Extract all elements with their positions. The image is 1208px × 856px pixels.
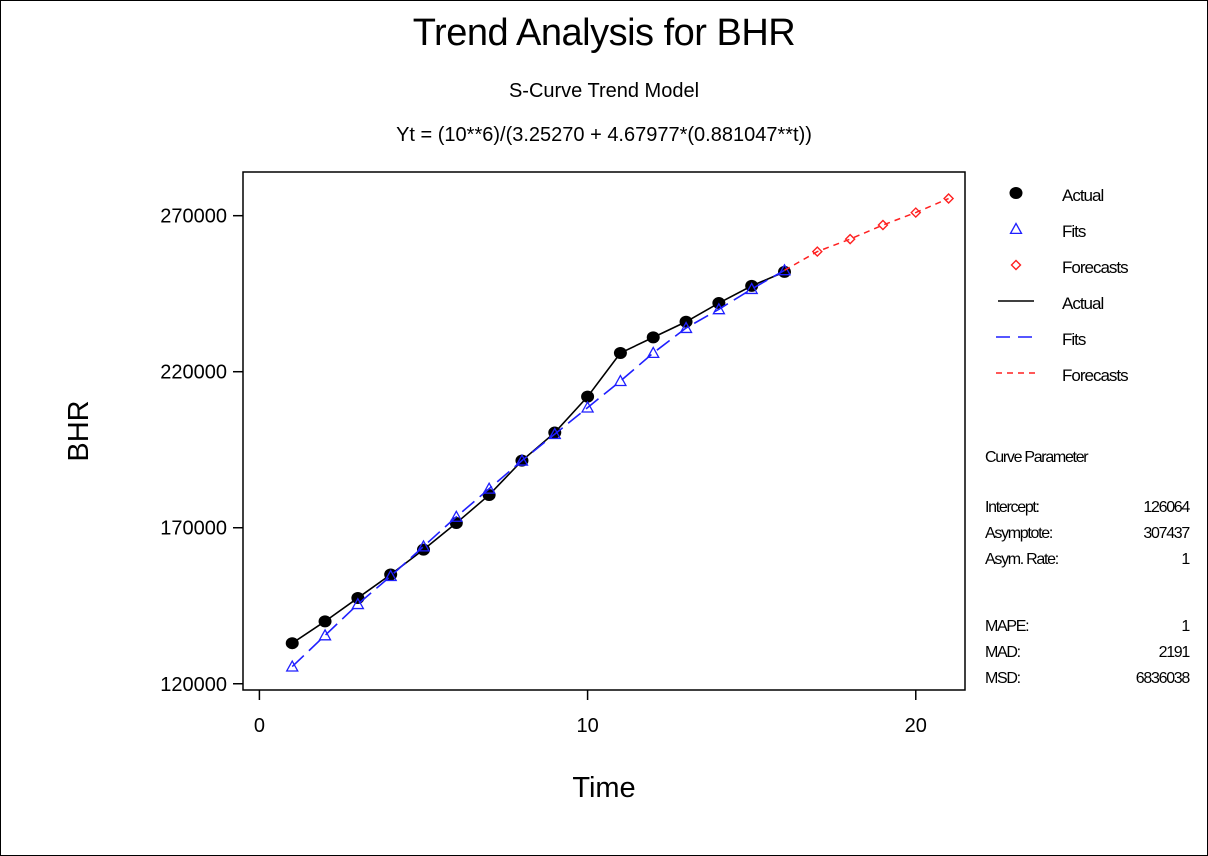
y-tick-label: 220000 <box>160 362 227 384</box>
fit-point <box>449 509 463 522</box>
forecast-point <box>844 233 856 245</box>
y-tick-label: 120000 <box>160 674 227 696</box>
legend-triangle-marker <box>1009 222 1023 235</box>
stat-value: 307437 <box>1143 525 1190 542</box>
stat-label: MSD: <box>985 670 1020 687</box>
fit-point <box>580 400 595 413</box>
actual-line <box>291 271 785 644</box>
stat-value: 1 <box>1181 551 1190 568</box>
y-tick-label: 270000 <box>160 206 227 228</box>
stat-value: 1 <box>1181 618 1190 635</box>
fit-point <box>646 346 660 359</box>
stat-label: Intercept: <box>985 499 1039 516</box>
fit-point <box>482 481 496 494</box>
fit-point <box>416 539 431 552</box>
stat-label: MAPE: <box>985 618 1028 635</box>
x-tick-label: 20 <box>905 715 927 737</box>
y-axis-label: BHR <box>63 400 95 461</box>
fit-point <box>777 263 792 276</box>
legend-item: Actual <box>998 294 1104 313</box>
legend-item: Forecasts <box>996 366 1129 385</box>
curve-parameter-heading: Curve Parameter <box>985 449 1089 466</box>
chart-title: Trend Analysis for BHR <box>412 12 796 54</box>
stat-value: 2191 <box>1159 644 1191 661</box>
legend-label: Actual <box>1062 294 1103 313</box>
forecast-point <box>910 207 922 219</box>
fit-point <box>351 597 365 610</box>
model-equation: Yt = (10**6)/(3.25270 + 4.67977*(0.88104… <box>396 124 812 146</box>
fit-point <box>285 659 299 672</box>
fit-point <box>318 628 332 641</box>
x-axis-label: Time <box>572 772 635 804</box>
fits-line <box>291 269 785 668</box>
legend-item: Actual <box>1009 186 1104 205</box>
fit-point <box>384 569 398 582</box>
legend-label: Forecasts <box>1062 366 1128 385</box>
stat-label: Asym. Rate: <box>985 551 1058 568</box>
forecasts-line <box>784 197 949 271</box>
forecast-point <box>943 193 955 205</box>
stat-label: MAD: <box>985 644 1020 661</box>
fit-point <box>515 453 529 466</box>
forecast-point <box>877 219 889 231</box>
fit-point <box>712 302 726 315</box>
legend-label: Forecasts <box>1062 258 1128 277</box>
legend-label: Actual <box>1062 186 1103 205</box>
y-tick-label: 170000 <box>160 518 227 540</box>
legend-label: Fits <box>1062 330 1086 349</box>
fit-point <box>613 374 628 387</box>
legend-item: Fits <box>996 330 1087 349</box>
x-tick-label: 0 <box>254 715 265 737</box>
legend-dot-marker <box>1009 187 1023 199</box>
fit-point <box>745 282 759 295</box>
fit-point <box>679 321 693 334</box>
x-tick-label: 10 <box>576 715 598 737</box>
forecast-point <box>811 246 823 258</box>
chart-subtitle: S-Curve Trend Model <box>508 80 700 102</box>
plot-area <box>242 171 966 691</box>
legend-item: Fits <box>1009 222 1087 241</box>
fit-point <box>548 427 562 440</box>
legend-label: Fits <box>1062 222 1086 241</box>
legend-item: Forecasts <box>1010 258 1129 277</box>
stat-value: 6836038 <box>1136 670 1191 687</box>
legend-diamond-marker <box>1010 259 1022 271</box>
stat-label: Asymptote: <box>985 525 1052 542</box>
stat-value: 126064 <box>1143 499 1190 516</box>
